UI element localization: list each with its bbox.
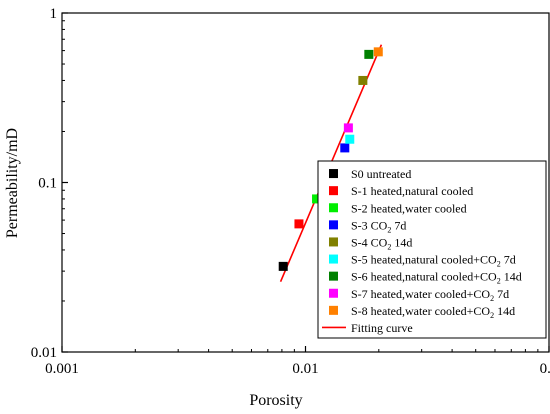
legend-marker	[329, 288, 338, 298]
legend-marker	[329, 271, 338, 281]
legend-label-subscript: 2	[387, 225, 391, 234]
legend-label: S0 untreated	[351, 167, 411, 181]
legend-marker	[329, 305, 338, 315]
legend-label-subscript: 2	[387, 242, 391, 251]
legend-label-main: S-2 heated,water cooled	[351, 201, 467, 215]
data-point-s0	[278, 261, 288, 271]
legend-label-subscript: 2	[497, 260, 501, 269]
data-point-s4	[358, 75, 368, 85]
legend-label: S-2 heated,water cooled	[351, 201, 467, 215]
legend-label-subscript: 2	[497, 277, 501, 286]
data-point-s5	[345, 134, 355, 144]
legend-label-main: S-4 CO	[351, 235, 388, 249]
legend-label: S-3 CO2 7d	[351, 218, 406, 234]
y-axis-title: Permeability/mD	[4, 128, 21, 238]
legend-marker	[329, 169, 338, 179]
legend-label-main: S-3 CO	[351, 218, 388, 232]
data-point-s7	[343, 123, 353, 133]
legend-label-suffix: 7d	[494, 287, 509, 301]
legend-label-suffix: 14d	[391, 235, 412, 249]
data-point-s8	[373, 47, 383, 57]
legend-label-main: S0 untreated	[351, 167, 411, 181]
y-tick-label: 0.1	[38, 176, 57, 192]
legend-label-main: S-5 heated,natural cooled+CO	[351, 253, 497, 267]
legend-label: S-4 CO2 14d	[351, 235, 412, 251]
x-axis-title: Porosity	[249, 392, 302, 409]
y-tick-label: 1	[50, 6, 58, 22]
legend-marker	[329, 220, 338, 230]
legend-marker	[329, 237, 338, 247]
legend-label-suffix: 7d	[391, 218, 406, 232]
legend-label-suffix: 14d	[501, 270, 522, 284]
legend-label-main: S-1 heated,natural cooled	[351, 184, 473, 198]
legend-label: S-6 heated,natural cooled+CO2 14d	[351, 270, 522, 286]
legend-label-main: S-6 heated,natural cooled+CO	[351, 270, 497, 284]
y-tick-label: 0.01	[31, 345, 57, 361]
data-point-s6	[364, 49, 374, 59]
legend-label: S-1 heated,natural cooled	[351, 184, 473, 198]
legend-label-main: S-8 heated,water cooled+CO	[351, 304, 490, 318]
legend-label-main: S-7 heated,water cooled+CO	[351, 287, 490, 301]
legend-label: S-8 heated,water cooled+CO2 14d	[351, 304, 515, 320]
legend-label-subscript: 2	[490, 294, 494, 303]
legend-label: S-7 heated,water cooled+CO2 7d	[351, 287, 509, 303]
legend-label-subscript: 2	[490, 311, 494, 320]
legend-label: S-5 heated,natural cooled+CO2 7d	[351, 253, 516, 269]
legend-marker	[329, 186, 338, 196]
legend-box	[317, 160, 547, 339]
legend-marker	[329, 203, 338, 213]
legend-marker	[329, 254, 338, 264]
x-tick-label: 0.01	[292, 361, 318, 377]
x-tick-label: 0.1	[540, 361, 550, 377]
data-point-s3	[340, 143, 350, 153]
legend-label-suffix: 14d	[494, 304, 515, 318]
legend: S0 untreated S-1 heated,natural cooled S-2…	[317, 160, 547, 339]
legend-label-fit: Fitting curve	[351, 321, 413, 335]
legend-label-suffix: 7d	[501, 253, 516, 267]
x-tick-label: 0.001	[45, 361, 79, 377]
data-point-s1	[294, 219, 304, 229]
data-point-s2	[312, 194, 322, 204]
